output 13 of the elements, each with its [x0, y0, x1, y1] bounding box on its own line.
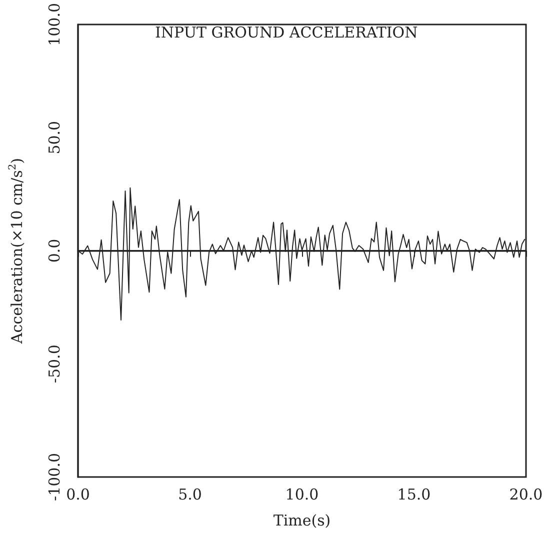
- chart-title: INPUT GROUND ACCELERATION: [155, 24, 418, 42]
- x-tick-label: 20.0: [509, 486, 543, 504]
- y-tick-label: -100.0: [46, 452, 64, 502]
- x-tick-label: 10.0: [285, 486, 319, 504]
- x-tick-label: 15.0: [397, 486, 431, 504]
- x-tick-label: 0.0: [66, 486, 90, 504]
- y-tick-label: 100.0: [46, 2, 64, 46]
- x-tick-label: 5.0: [178, 486, 202, 504]
- y-tick-label: 50.0: [46, 120, 64, 154]
- x-axis-title: Time(s): [273, 512, 331, 530]
- y-tick-label: -50.0: [46, 344, 64, 384]
- y-axis-title: Acceleration(×10 cm/s2): [8, 158, 26, 345]
- y-tick-label: 0.0: [46, 238, 64, 263]
